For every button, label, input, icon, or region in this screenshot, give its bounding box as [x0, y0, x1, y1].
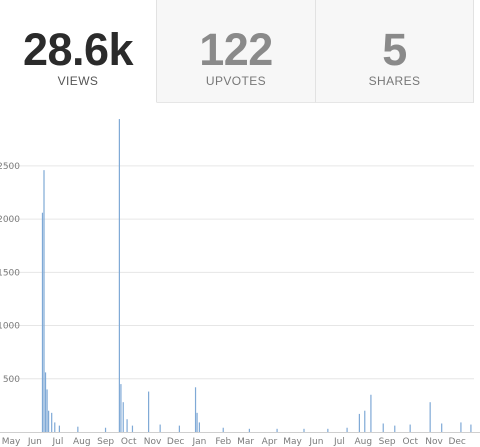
x-tick-label-8: Jan — [192, 437, 207, 447]
bar-16 — [159, 424, 161, 432]
tab-views[interactable]: 28.6k VIEWS — [0, 0, 157, 103]
bar-30 — [382, 423, 384, 432]
stats-tabs: 28.6k VIEWS 122 UPVOTES 5 SHARES — [0, 0, 480, 104]
upvotes-count: 122 — [199, 24, 273, 75]
views-count: 28.6k — [22, 24, 134, 75]
bar-25 — [327, 428, 329, 432]
bar-14 — [131, 425, 134, 432]
bar-4 — [48, 410, 50, 432]
bar-20 — [198, 422, 200, 432]
upvotes-label: UPVOTES — [205, 74, 267, 88]
bar-11 — [120, 384, 122, 432]
x-tick-label-12: May — [283, 437, 302, 447]
y-tick-label-3: 1000 — [0, 322, 20, 332]
x-tick-label-0: May — [2, 437, 21, 447]
y-tick-label-2: 1500 — [0, 268, 20, 278]
bar-27 — [358, 413, 360, 432]
x-tick-label-16: Sep — [379, 437, 396, 447]
x-tick-label-11: Apr — [262, 437, 278, 447]
x-tick-label-17: Oct — [402, 437, 418, 447]
y-tick-label-0: 2500 — [0, 162, 20, 172]
x-tick-label-7: Dec — [167, 437, 184, 447]
bar-24 — [303, 428, 305, 432]
x-tick-label-2: Jul — [51, 437, 63, 447]
chart-grid — [4, 165, 474, 380]
x-tick-label-1: Jun — [27, 437, 42, 447]
views-chart: 2500 2000 1500 1000 500 May Jun Jul Aug Sep Oct Nov… — [0, 119, 480, 447]
bar-7 — [58, 425, 60, 432]
bar-22 — [248, 428, 250, 432]
bar-36 — [470, 424, 472, 432]
x-tick-label-10: Mar — [237, 437, 254, 447]
x-tick-label-5: Oct — [121, 437, 137, 447]
bar-3 — [46, 389, 48, 432]
x-tick-label-13: Jun — [308, 437, 323, 447]
bar-9 — [104, 427, 107, 432]
bar-1 — [43, 170, 45, 432]
tab-upvotes[interactable]: 122 UPVOTES — [157, 0, 316, 103]
shares-label: SHARES — [368, 74, 421, 88]
bar-18 — [194, 387, 197, 432]
x-tick-label-15: Aug — [355, 437, 373, 447]
bar-21 — [222, 427, 224, 432]
bar-8 — [77, 426, 79, 432]
bar-12 — [122, 402, 124, 432]
y-tick-label-1: 2000 — [0, 215, 20, 225]
bar-6 — [54, 422, 56, 432]
x-tick-label-9: Feb — [215, 437, 231, 447]
chart-bars — [41, 119, 472, 433]
bar-33 — [429, 402, 431, 432]
bar-35 — [460, 422, 462, 432]
views-label: VIEWS — [57, 74, 99, 88]
bar-34 — [441, 423, 443, 432]
x-tick-label-3: Aug — [73, 437, 91, 447]
shares-count: 5 — [382, 24, 407, 75]
tab-shares[interactable]: 5 SHARES — [316, 0, 474, 103]
y-tick-label-4: 500 — [3, 375, 20, 385]
x-tick-label-4: Sep — [97, 437, 114, 447]
bar-26 — [346, 427, 348, 432]
x-tick-label-6: Nov — [144, 437, 162, 447]
bar-5 — [51, 412, 53, 432]
x-tick-label-18: Nov — [425, 437, 443, 447]
x-tick-label-14: Jul — [333, 437, 345, 447]
bar-31 — [394, 425, 396, 432]
bar-23 — [276, 428, 278, 432]
bar-19 — [196, 412, 198, 432]
bar-2 — [44, 372, 47, 432]
bar-15 — [148, 391, 150, 432]
bar-32 — [409, 424, 411, 432]
bar-17 — [178, 425, 180, 432]
tabs-edge — [474, 0, 480, 103]
bar-13 — [126, 419, 128, 432]
bar-28 — [364, 410, 366, 432]
x-tick-label-19: Dec — [448, 437, 465, 447]
chart-axis: 2500 2000 1500 1000 500 May Jun Jul Aug Sep Oct Nov… — [0, 162, 480, 447]
bar-29 — [370, 394, 372, 432]
bar-0 — [41, 212, 44, 432]
bar-10 — [118, 119, 120, 433]
